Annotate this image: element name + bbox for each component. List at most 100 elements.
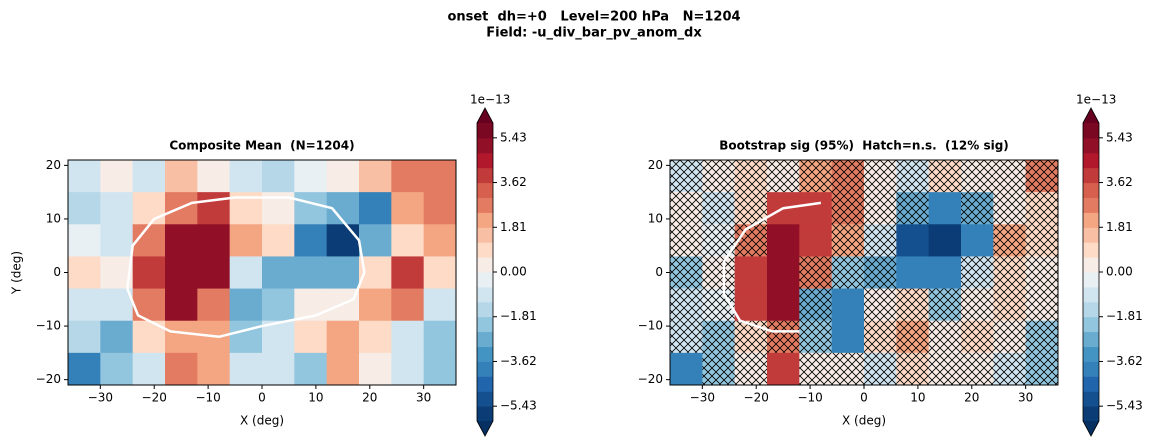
cell <box>391 320 425 354</box>
y-tick-label: 10 <box>648 211 663 225</box>
colorbar-extend-high <box>477 108 493 123</box>
colorbar-band <box>477 286 493 303</box>
colorbar-extend-low <box>1083 421 1099 436</box>
colorbar-band <box>1083 257 1099 273</box>
plot-area <box>68 160 457 386</box>
hatch <box>1025 192 1058 225</box>
y-tick-label: 20 <box>46 158 61 172</box>
cell <box>326 352 360 386</box>
cell <box>197 160 231 193</box>
x-tick-label: 10 <box>910 391 925 405</box>
hatch <box>864 224 897 257</box>
cell <box>262 256 295 290</box>
colorbar-band <box>1083 406 1099 422</box>
hatch <box>767 160 800 193</box>
y-tick-label: −10 <box>638 319 663 333</box>
hatch <box>896 192 929 225</box>
cell <box>326 160 360 193</box>
cell <box>294 320 328 354</box>
hatch <box>961 352 994 385</box>
hatch <box>1025 288 1058 321</box>
cell <box>734 256 768 290</box>
x-axis-label: X (deg) <box>842 414 886 428</box>
cell <box>68 256 101 290</box>
colorbar-band <box>477 361 493 377</box>
colorbar-band <box>477 167 493 184</box>
hatch <box>670 320 703 353</box>
hatch <box>670 256 703 289</box>
hatch <box>864 192 897 225</box>
cell <box>359 192 392 225</box>
cell <box>68 352 101 386</box>
cell <box>229 288 263 322</box>
cell <box>928 224 962 257</box>
colorbar-tick-label: 1.81 <box>500 220 527 234</box>
cell <box>100 288 134 322</box>
cell <box>165 256 198 290</box>
hatch <box>864 288 897 321</box>
hatch <box>896 352 929 385</box>
cell <box>197 352 231 386</box>
cell <box>68 224 101 257</box>
cell <box>262 288 295 322</box>
cell <box>68 160 101 193</box>
hatch <box>670 288 703 321</box>
colorbar-tick-label: 0.00 <box>500 265 527 279</box>
cell <box>132 352 166 386</box>
cell <box>767 256 800 290</box>
hatch <box>1025 256 1058 289</box>
colorbar-band <box>1083 137 1099 154</box>
hatch <box>831 352 864 385</box>
cell <box>928 192 962 225</box>
cell <box>262 352 295 386</box>
y-axis-label: Y (deg) <box>10 251 24 295</box>
x-tick-label: −30 <box>690 391 715 405</box>
x-tick-label: 10 <box>308 391 323 405</box>
colorbar-extend-low <box>477 421 493 436</box>
hatch <box>864 320 897 353</box>
x-tick-label: −30 <box>88 391 113 405</box>
cell <box>68 288 101 322</box>
colorbar-band <box>477 257 493 273</box>
cell <box>165 288 198 322</box>
cell <box>197 256 231 290</box>
cell <box>326 224 360 257</box>
colorbar-band <box>1083 227 1099 243</box>
cell <box>294 192 328 225</box>
colorbar-band <box>477 242 493 258</box>
colorbar-tick-label: −5.43 <box>1106 399 1143 413</box>
cell <box>165 224 198 257</box>
cell <box>294 256 328 290</box>
colorbar-tick-label: −5.43 <box>500 399 537 413</box>
cell <box>68 320 101 354</box>
cell <box>359 352 392 386</box>
cell <box>423 224 457 257</box>
colorbar-band <box>477 316 493 333</box>
cell <box>132 160 166 193</box>
cell <box>197 192 231 225</box>
colorbar-tick-label: 5.43 <box>500 130 527 144</box>
x-tick-label: 0 <box>258 391 266 405</box>
cell <box>294 224 328 257</box>
axes-title: Bootstrap sig (95%) Hatch=n.s. (12% sig) <box>719 139 1009 153</box>
cell <box>391 352 425 386</box>
colorbar-band <box>477 137 493 154</box>
cell <box>391 224 425 257</box>
colorbar-band <box>477 212 493 228</box>
hatch <box>961 288 994 321</box>
cell <box>165 320 198 354</box>
colorbar-band <box>1083 123 1099 139</box>
colorbar-tick-label: 3.62 <box>1106 175 1133 189</box>
cell <box>229 160 263 193</box>
contour-line <box>126 196 366 339</box>
hatch <box>961 192 994 225</box>
cell <box>132 256 166 290</box>
cell <box>294 352 328 386</box>
cell <box>262 224 295 257</box>
colorbar-outline <box>476 107 494 437</box>
hatch <box>670 224 703 257</box>
cell <box>100 320 134 354</box>
cell <box>100 192 134 225</box>
colorbar-tick-label: 3.62 <box>500 175 527 189</box>
hatch <box>670 160 703 193</box>
